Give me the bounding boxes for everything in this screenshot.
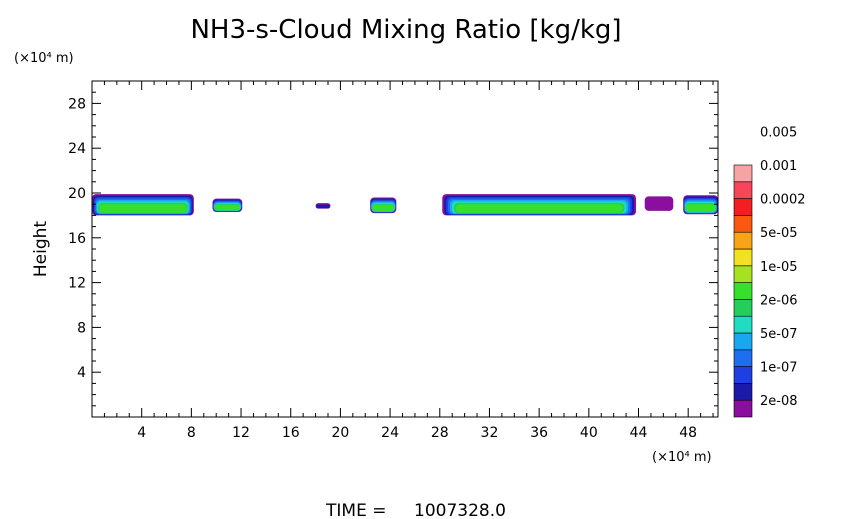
y-axis-label: Height xyxy=(31,221,51,278)
cloud-band xyxy=(316,204,330,209)
y-tick-label: 12 xyxy=(68,276,86,292)
colorbar-label: 2e-08 xyxy=(760,394,798,409)
colorbar-cell xyxy=(733,265,753,283)
plot-frame xyxy=(91,80,719,418)
colorbar-cell xyxy=(733,164,753,183)
colorbar-cell xyxy=(733,315,753,334)
x-tick-label: 28 xyxy=(431,425,449,441)
y-tick-label: 24 xyxy=(68,141,86,157)
y-tick-label: 20 xyxy=(68,186,86,202)
y-unit-label: (×10⁴ m) xyxy=(14,51,74,66)
time-label: TIME = xyxy=(325,501,386,519)
colorbar-cell xyxy=(733,383,753,401)
time-value: 1007328.0 xyxy=(414,501,506,519)
x-tick-label: 4 xyxy=(137,425,146,441)
colorbar-label: 1e-05 xyxy=(760,260,798,275)
axis-ticks xyxy=(92,81,718,417)
x-tick-label: 32 xyxy=(481,425,499,441)
colorbar-label: 1e-07 xyxy=(760,361,798,376)
colorbar-cell xyxy=(733,332,753,351)
colorbar-cell xyxy=(733,231,753,250)
colorbar-cell xyxy=(733,282,753,300)
cloud-band xyxy=(644,196,674,211)
y-tick-label: 8 xyxy=(77,320,86,336)
y-tick-label: 28 xyxy=(68,96,86,112)
x-tick-label: 16 xyxy=(282,425,300,441)
colorbar-cell xyxy=(733,299,753,317)
colorbar-cell xyxy=(733,399,753,418)
colorbar-label: 0.001 xyxy=(760,159,797,174)
colorbar-label: 0.0002 xyxy=(760,193,806,208)
cloud-field xyxy=(92,194,718,216)
x-unit-label: (×10⁴ m) xyxy=(652,450,712,465)
x-tick-label: 40 xyxy=(580,425,598,441)
cloud-band xyxy=(99,204,187,213)
y-tick-label: 16 xyxy=(68,231,86,247)
x-tick-label: 24 xyxy=(381,425,399,441)
colorbar-label: 5e-07 xyxy=(760,327,798,342)
x-tick-label: 12 xyxy=(232,425,250,441)
x-tick-label: 44 xyxy=(630,425,648,441)
colorbar-label: 0.005 xyxy=(760,125,797,140)
colorbar-cell xyxy=(733,349,753,367)
cloud-band xyxy=(372,205,395,212)
colorbar-label: 5e-05 xyxy=(760,226,798,241)
colorbar-cell xyxy=(733,181,753,199)
colorbar-label: 2e-06 xyxy=(760,293,798,308)
y-tick-label: 4 xyxy=(77,365,86,381)
colorbar-cell xyxy=(733,248,753,267)
cloud-band xyxy=(685,204,716,212)
x-tick-label: 36 xyxy=(530,425,548,441)
colorbar-cell xyxy=(733,366,753,384)
colorbar-cell xyxy=(733,215,753,233)
cloud-band xyxy=(214,205,241,211)
x-tick-label: 8 xyxy=(187,425,196,441)
x-tick-label: 48 xyxy=(679,425,697,441)
colorbar-legend: 2e-08 1e-07 5e-07 2e-06 1e-05 5e-05 0.0002 0.00… xyxy=(733,125,806,418)
x-tick-label: 20 xyxy=(331,425,349,441)
chart-title: NH3-s-Cloud Mixing Ratio [kg/kg] xyxy=(190,15,621,45)
cloud-band xyxy=(455,204,623,213)
colorbar-cell xyxy=(733,198,753,216)
